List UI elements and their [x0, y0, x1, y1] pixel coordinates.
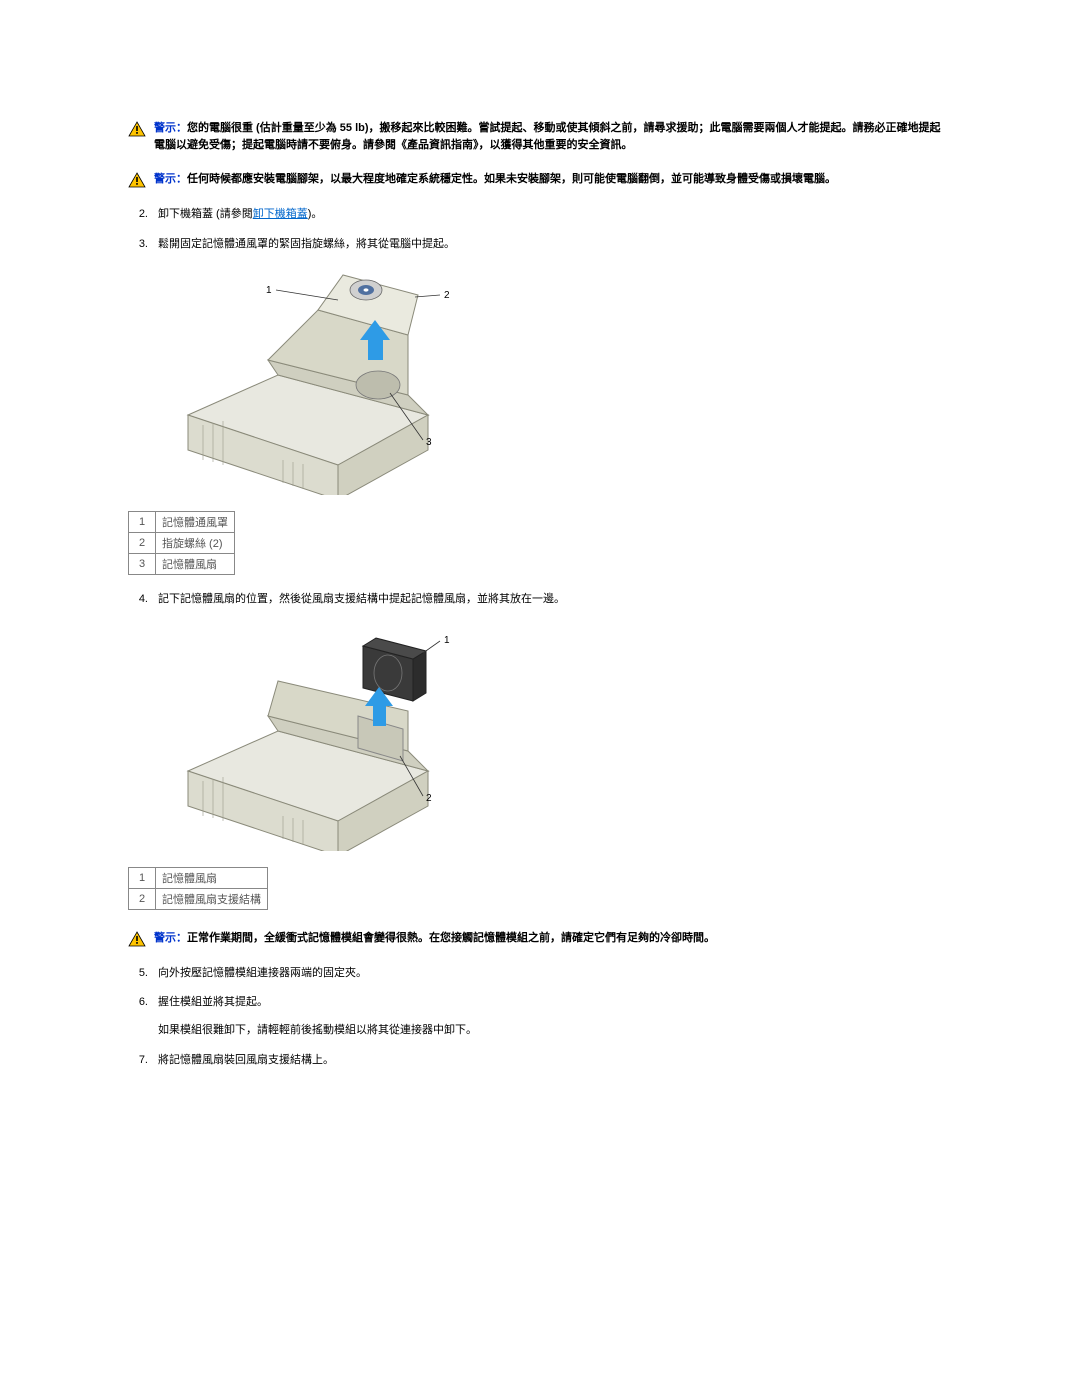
callout-label: 1: [266, 285, 272, 296]
warning-stand: 警示：任何時候都應安裝電腦腳架，以最大程度地確定系統穩定性。如果未安裝腳架，則可…: [128, 171, 948, 188]
table-cell-idx: 1: [129, 512, 156, 533]
remove-cover-link[interactable]: 卸下機箱蓋: [253, 208, 308, 220]
step-number: 3.: [128, 236, 148, 254]
callout-label: 2: [426, 793, 432, 804]
fan-module: [363, 638, 426, 701]
table-cell-idx: 2: [129, 888, 156, 909]
step-5: 5. 向外按壓記憶體模組連接器兩端的固定夾。: [128, 965, 948, 983]
step-number: 4.: [128, 591, 148, 609]
step-list: 5. 向外按壓記憶體模組連接器兩端的固定夾。 6. 握住模組並將其提起。 如果模…: [128, 965, 948, 1069]
step-text-pre: 卸下機箱蓋 (請參閱: [158, 208, 253, 220]
table-cell-label: 指旋螺絲 (2): [156, 533, 235, 554]
warning-icon: [128, 931, 146, 947]
warning-text: 警示：任何時候都應安裝電腦腳架，以最大程度地確定系統穩定性。如果未安裝腳架，則可…: [154, 171, 836, 188]
table-row: 3 記憶體風扇: [129, 554, 235, 575]
warning-body: 任何時候都應安裝電腦腳架，以最大程度地確定系統穩定性。如果未安裝腳架，則可能使電…: [187, 173, 836, 185]
step-4: 4. 記下記憶體風扇的位置，然後從風扇支援結構中提起記憶體風扇，並將其放在一邊。: [128, 591, 948, 609]
figure-shroud: 1 2 3: [168, 265, 468, 495]
table-cell-label: 記憶體通風罩: [156, 512, 235, 533]
step-number: 7.: [128, 1052, 148, 1070]
warning-weight: 警示：您的電腦很重 (估計重量至少為 55 lb)，搬移起來比較困難。嘗試提起、…: [128, 120, 948, 153]
warning-label: 警示：: [154, 932, 187, 944]
step-sub-note: 如果模組很難卸下，請輕輕前後搖動模組以將其從連接器中卸下。: [158, 1022, 477, 1040]
table-cell-idx: 1: [129, 867, 156, 888]
warning-icon: [128, 121, 146, 137]
warning-text: 警示：正常作業期間，全緩衝式記憶體模組會變得很熱。在您接觸記憶體模組之前，請確定…: [154, 930, 715, 947]
table-cell-label: 記憶體風扇: [156, 867, 268, 888]
warning-label: 警示：: [154, 173, 187, 185]
table-cell-idx: 3: [129, 554, 156, 575]
warning-hot: 警示：正常作業期間，全緩衝式記憶體模組會變得很熱。在您接觸記憶體模組之前，請確定…: [128, 930, 948, 947]
parts-table-2: 1 記憶體風扇 2 記憶體風扇支援結構: [128, 867, 268, 910]
callout-label: 2: [444, 290, 450, 301]
step-text-post: )。: [308, 208, 323, 220]
figure-fan: 1 2: [168, 621, 468, 851]
step-list: 4. 記下記憶體風扇的位置，然後從風扇支援結構中提起記憶體風扇，並將其放在一邊。: [128, 591, 948, 609]
step-body: 將記憶體風扇裝回風扇支援結構上。: [158, 1052, 334, 1070]
step-6: 6. 握住模組並將其提起。 如果模組很難卸下，請輕輕前後搖動模組以將其從連接器中…: [128, 994, 948, 1039]
warning-text: 警示：您的電腦很重 (估計重量至少為 55 lb)，搬移起來比較困難。嘗試提起、…: [154, 120, 948, 153]
table-cell-label: 記憶體風扇支援結構: [156, 888, 268, 909]
table-row: 1 記憶體風扇: [129, 867, 268, 888]
disc-icon: [350, 280, 382, 300]
table-row: 2 記憶體風扇支援結構: [129, 888, 268, 909]
step-3: 3. 鬆開固定記憶體通風罩的緊固指旋螺絲，將其從電腦中提起。: [128, 236, 948, 254]
document-page: 警示：您的電腦很重 (估計重量至少為 55 lb)，搬移起來比較困難。嘗試提起、…: [128, 120, 948, 1069]
table-cell-idx: 2: [129, 533, 156, 554]
step-list: 2. 卸下機箱蓋 (請參閱卸下機箱蓋)。 3. 鬆開固定記憶體通風罩的緊固指旋螺…: [128, 206, 948, 253]
step-number: 2.: [128, 206, 148, 224]
step-body: 握住模組並將其提起。 如果模組很難卸下，請輕輕前後搖動模組以將其從連接器中卸下。: [158, 994, 477, 1039]
step-number: 6.: [128, 994, 148, 1039]
table-row: 2 指旋螺絲 (2): [129, 533, 235, 554]
warning-label: 警示：: [154, 122, 187, 134]
warning-body: 您的電腦很重 (估計重量至少為 55 lb)，搬移起來比較困難。嘗試提起、移動或…: [154, 122, 941, 151]
step-2: 2. 卸下機箱蓋 (請參閱卸下機箱蓋)。: [128, 206, 948, 224]
callout-label: 3: [426, 437, 432, 448]
step-body: 鬆開固定記憶體通風罩的緊固指旋螺絲，將其從電腦中提起。: [158, 236, 455, 254]
step-7: 7. 將記憶體風扇裝回風扇支援結構上。: [128, 1052, 948, 1070]
step-text: 握住模組並將其提起。: [158, 996, 268, 1008]
step-body: 記下記憶體風扇的位置，然後從風扇支援結構中提起記憶體風扇，並將其放在一邊。: [158, 591, 565, 609]
step-body: 向外按壓記憶體模組連接器兩端的固定夾。: [158, 965, 367, 983]
step-body: 卸下機箱蓋 (請參閱卸下機箱蓋)。: [158, 206, 322, 224]
step-number: 5.: [128, 965, 148, 983]
parts-table-1: 1 記憶體通風罩 2 指旋螺絲 (2) 3 記憶體風扇: [128, 511, 235, 575]
table-cell-label: 記憶體風扇: [156, 554, 235, 575]
warning-icon: [128, 172, 146, 188]
warning-body: 正常作業期間，全緩衝式記憶體模組會變得很熱。在您接觸記憶體模組之前，請確定它們有…: [187, 932, 715, 944]
table-row: 1 記憶體通風罩: [129, 512, 235, 533]
callout-label: 1: [444, 635, 450, 646]
